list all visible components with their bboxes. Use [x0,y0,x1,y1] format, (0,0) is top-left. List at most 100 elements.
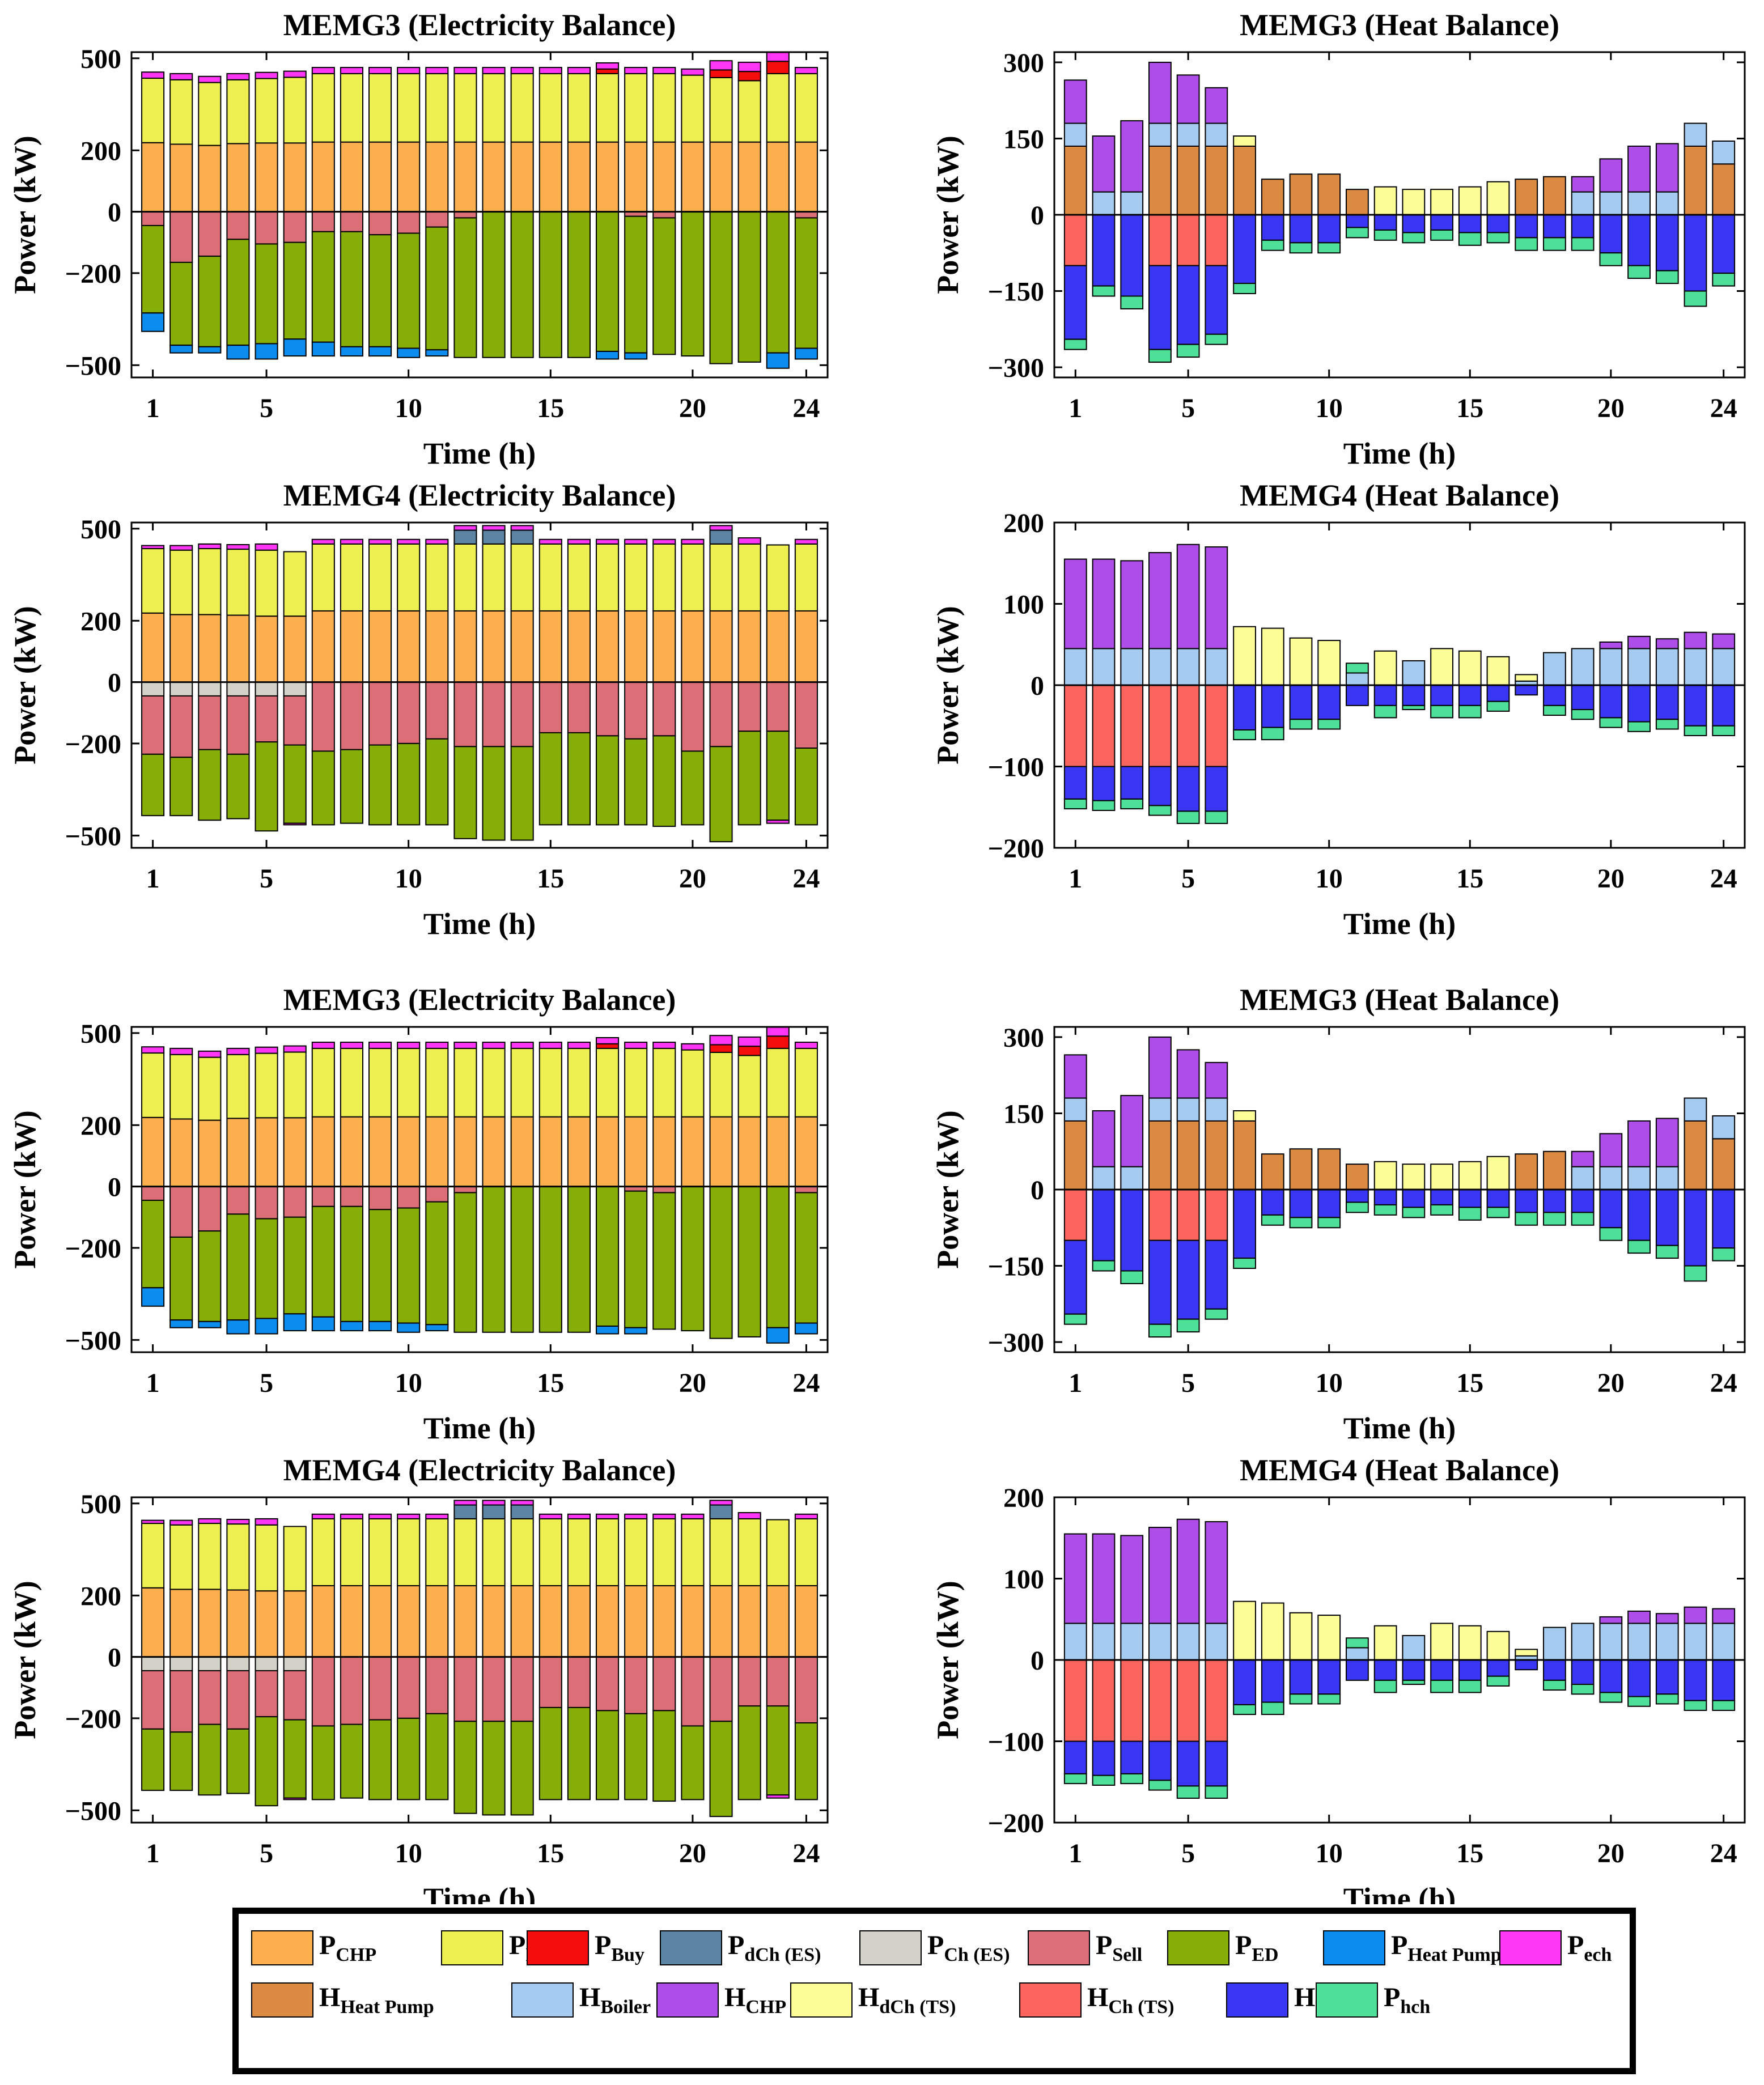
bar-p_ng [624,543,648,612]
y-tick-label: 500 [80,44,121,74]
bar-p_sell [255,1186,278,1220]
bar-p_ng [538,73,562,143]
y-tick-label: −300 [988,1328,1044,1358]
bar-p_chp [425,1585,449,1658]
bar-p_ech [255,1046,278,1054]
bar-h_boiler [1148,1097,1172,1122]
x-tick-label: 24 [792,393,820,423]
bar-p_ng [624,73,648,143]
bar-h_td [1261,1659,1284,1703]
bar-p_ed [596,1186,620,1327]
bar-p_ech [652,67,676,74]
bar-p_sell [340,681,363,750]
bar-p_ech [567,1042,591,1049]
bar-h_td [1317,1659,1341,1695]
bar-p_ed [425,226,449,351]
bar-p_ng [340,1047,363,1118]
bar-p_hch [1063,1313,1087,1325]
bar-p_chp [255,142,278,213]
bar-p_ng [766,1519,790,1586]
bar-p_sell [311,681,335,752]
bar-p_ng [368,543,392,612]
bar-p_ech [482,525,506,531]
bar-h_dchts [1233,1600,1256,1661]
bar-p_ech [141,71,165,79]
bar-p_hch [1317,1217,1341,1229]
bar-p_chp [709,610,733,683]
bar-p_hch [1063,1773,1087,1785]
bar-h_dchts [1233,1110,1256,1122]
bar-p_ech [425,1042,449,1049]
bar-p_hch [1317,719,1341,730]
bar-p_sell [226,211,250,240]
bar-p_ng [794,1518,818,1586]
x-tick-label: 10 [1316,1838,1343,1869]
x-tick-label: 15 [537,864,564,894]
bar-h_heatpump [1317,173,1341,215]
bar-h_chp [1627,145,1651,193]
bar-p_chp [681,141,705,213]
bar-h_td [1233,1189,1256,1259]
bar-h_chp [1627,1610,1651,1624]
bar-p_ed [681,1725,705,1801]
bar-p_ech [340,1513,363,1519]
bar-p_ed [425,1201,449,1326]
bar-h_chp [1655,1613,1679,1624]
x-tick-label: 1 [1068,1368,1082,1398]
bar-p_hch [1712,273,1736,287]
x-tick-label: 20 [679,1368,706,1398]
bar-p_ed [425,738,449,826]
bar-p_ches [226,681,250,697]
bar-p_ed [283,1216,307,1315]
bar-p_ng [169,79,193,145]
bar-p_heatpump [596,1325,620,1335]
bar-p_hch [1684,725,1707,736]
bar-h_boiler [1148,648,1172,686]
bar-p_chp [482,1116,506,1187]
bar-h_chp [1571,176,1595,193]
bar-p_hch [1458,232,1482,246]
bar-h_td [1176,265,1200,345]
bar-p_ng [397,73,421,143]
bar-p_hch [1684,290,1707,307]
x-tick-label: 5 [260,1838,273,1869]
bar-h_heatpump [1289,1148,1313,1190]
bar-p_sell [368,681,392,746]
x-tick-label: 24 [792,1368,820,1398]
bar-p_hch [1063,798,1087,810]
chart-title: MEMG3 (Heat Balance) [1240,983,1559,1017]
bar-p_chp [169,1118,193,1187]
bar-h_boiler [1176,122,1200,147]
bar-p_ech [311,1513,335,1519]
bar-p_ng [510,1518,534,1586]
bar-p_ed [709,1186,733,1339]
bar-p_ed [709,211,733,364]
bar-p_chp [652,141,676,213]
bar-p_ng [141,78,165,143]
bar-h_dchts [1373,186,1397,215]
bar-h_dchts [1486,1630,1510,1661]
bar-h_td [1176,766,1200,812]
bar-h_dchts [1402,1163,1426,1190]
bar-p_ed [255,741,278,832]
bar-p_ed [681,750,705,826]
bar-p_ech [709,60,733,71]
bar-p_chp [453,610,477,683]
bar-p_chp [226,1118,250,1187]
bar-p_chp [538,610,562,683]
bar-p_chp [425,141,449,213]
bar-h_heatpump [1317,1148,1341,1190]
y-tick-label: 200 [1003,1483,1044,1513]
bar-h_td [1458,214,1482,233]
bar-h_td [1627,1659,1651,1697]
bar-h_chp [1063,79,1087,124]
bar-p_ech [255,71,278,79]
bar-p_chp [311,610,335,683]
bar-p_ed [198,1230,222,1322]
bar-h_td [1120,1740,1144,1774]
bar-h_chp [1205,1521,1228,1624]
bar-h_chp [1205,87,1228,124]
bar-p_sell [255,211,278,245]
x-axis-label: Time (h) [1343,1411,1456,1445]
bar-p_sell [425,681,449,740]
